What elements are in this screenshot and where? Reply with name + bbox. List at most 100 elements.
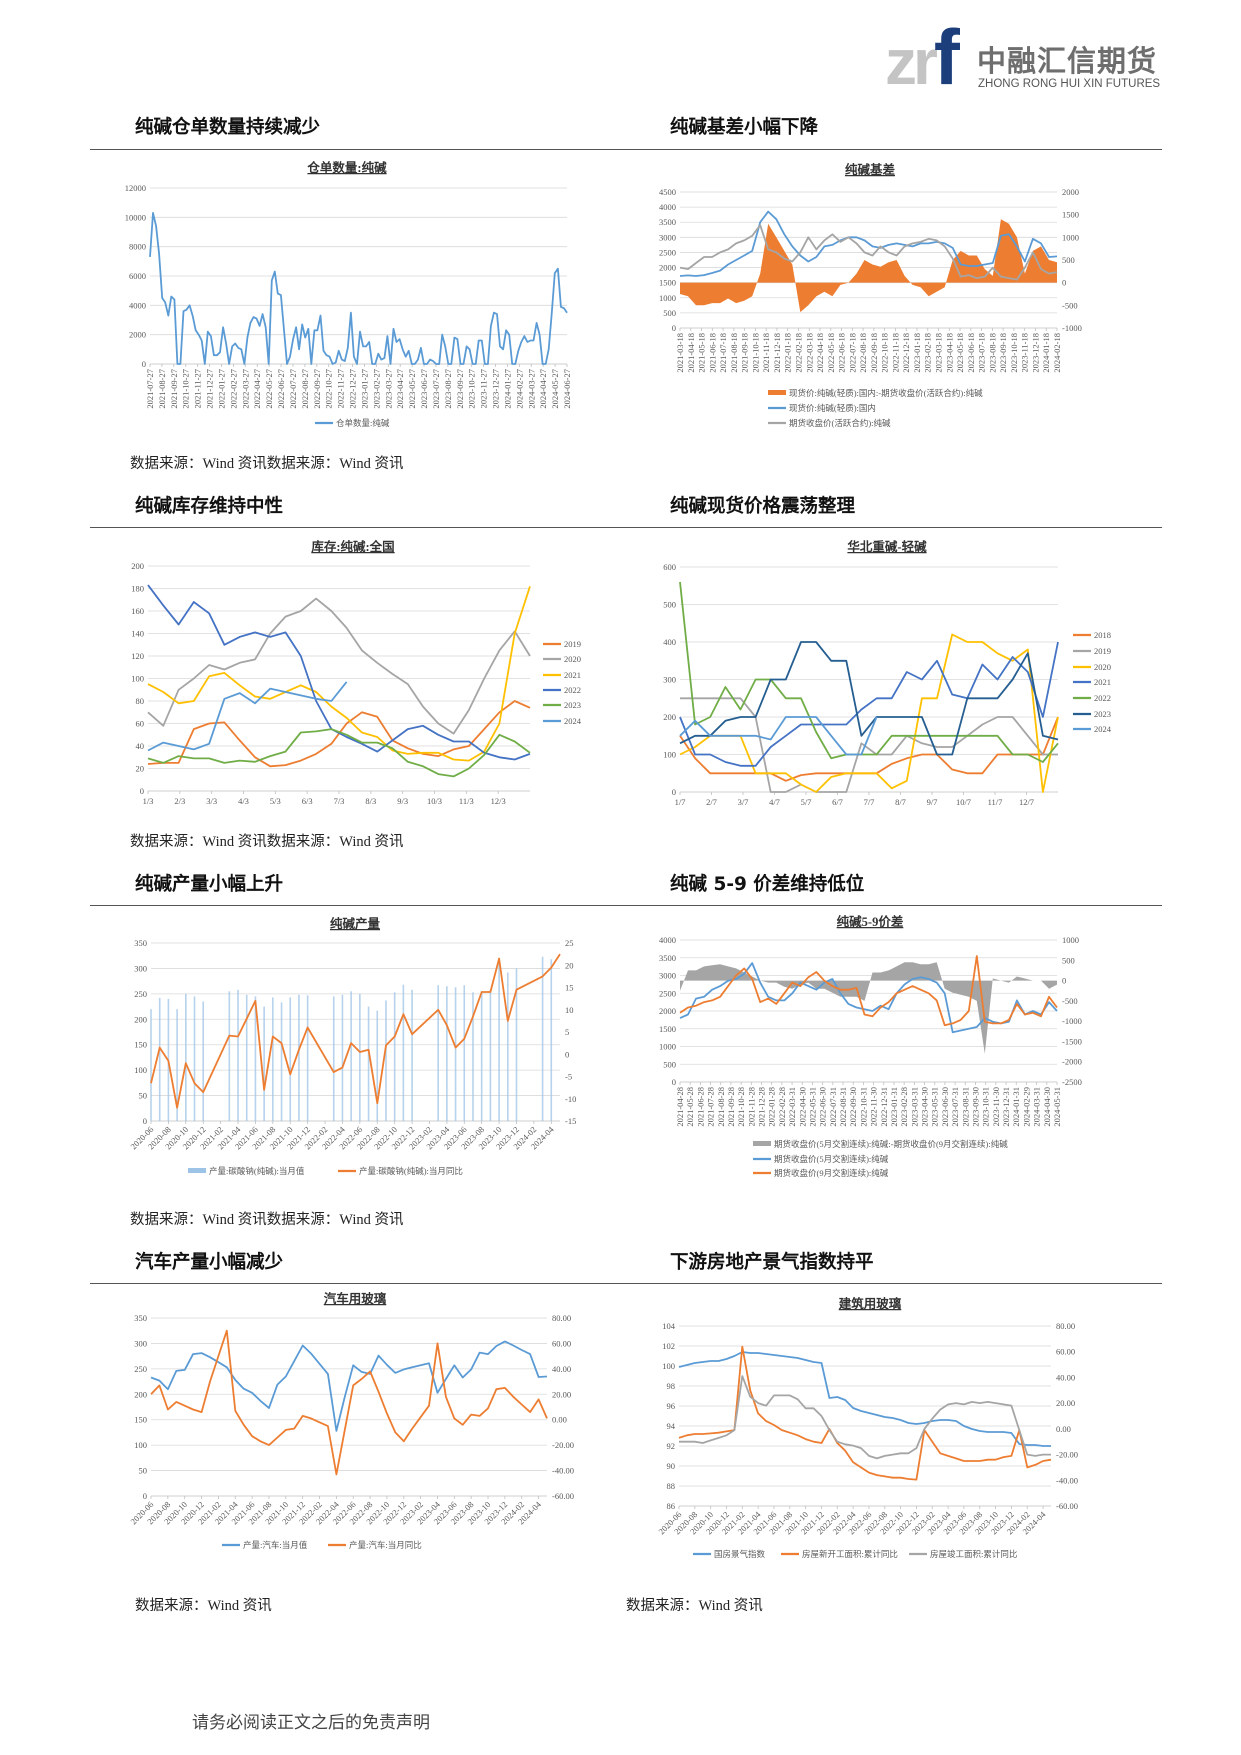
y-axis-tick-label: 12000 xyxy=(125,183,146,193)
y-axis-tick-label: 3000 xyxy=(659,232,676,242)
x-axis-tick-label: 2022-10-18 xyxy=(880,333,890,373)
x-axis-tick-label: 2021-10-18 xyxy=(750,333,760,373)
x-axis-tick-label: 2021-09-18 xyxy=(740,333,750,373)
section-title-warehouse-receipts: 纯碱仓单数量持续减少 xyxy=(135,117,321,138)
y-axis-tick-label: 50 xyxy=(139,1466,148,1476)
logo-mark: zrf xyxy=(885,13,960,101)
line-series xyxy=(679,581,1059,763)
x-axis-tick-label: 2022-04-27 xyxy=(252,369,262,409)
legend-item: 产量:碳酸钠(纯碱):当月同比 xyxy=(338,1166,463,1176)
x-axis-tick-label: 2022-08-18 xyxy=(858,333,868,373)
x-axis-tick-label: 2023-01-18 xyxy=(912,333,922,373)
chart-warehouse-receipts: 仓单数量:纯碱 0 2000 4000 6000 8000 10000 12000 2021-0… xyxy=(125,160,572,428)
section-title-real-estate: 下游房地产景气指数持平 xyxy=(670,1252,874,1273)
x-axis-tick-label: 2022-02-18 xyxy=(793,333,803,373)
legend-label: 房屋竣工面积:累计同比 xyxy=(930,1549,1017,1559)
y-axis-tick-label: 2000 xyxy=(659,1006,676,1016)
bar xyxy=(367,1006,370,1121)
data-source-note: 数据来源：Wind 资讯数据来源：Wind 资讯 xyxy=(130,456,404,472)
y-axis-tick-label: 50 xyxy=(139,1091,148,1101)
y2-axis-tick-label: 80.00 xyxy=(552,1313,571,1323)
x-axis-tick-label: 2022-12-31 xyxy=(879,1087,889,1127)
y-axis-tick-label: 96 xyxy=(667,1401,676,1411)
x-axis-tick-label: 2023-04-18 xyxy=(944,333,954,373)
x-axis-tick-label: 2022-07-18 xyxy=(847,333,857,373)
legend-item: 现货价:纯碱(轻质):国内 xyxy=(768,403,876,413)
y2-axis-tick-label: -15 xyxy=(565,1116,576,1126)
legend-label: 房屋新开工面积:累计同比 xyxy=(802,1549,898,1559)
legend-item: 2019 xyxy=(543,639,581,649)
bar xyxy=(385,1000,387,1121)
x-axis-tick-label: 6/7 xyxy=(832,797,843,807)
legend-label: 2023 xyxy=(564,700,581,710)
legend-label: 2019 xyxy=(1094,646,1111,656)
x-axis-tick-label: 2022-02-27 xyxy=(228,369,238,409)
x-axis-tick-label: 10/3 xyxy=(427,796,442,806)
y-axis-tick-label: 4000 xyxy=(659,935,676,945)
legend-label: 现货价:纯碱(轻质):国内 xyxy=(789,403,876,413)
y2-axis-tick-label: 10 xyxy=(565,1005,574,1015)
chart-title: 建筑用玻璃 xyxy=(839,1296,902,1311)
x-axis-tick-label: 2021-12-18 xyxy=(772,333,782,373)
y-axis-tick-label: 60 xyxy=(136,719,145,729)
y-axis-tick-label: 250 xyxy=(134,1364,147,1374)
bar xyxy=(359,993,361,1121)
legend-label: 国房景气指数 xyxy=(714,1549,766,1559)
x-axis-tick-label: 2022-07-31 xyxy=(828,1087,838,1127)
y-axis-tick-label: 102 xyxy=(662,1341,675,1351)
legend-item: 2024 xyxy=(1073,724,1112,734)
x-axis-tick-label: 2021-06-28 xyxy=(695,1087,705,1127)
legend-label: 2021 xyxy=(564,670,581,680)
y-axis-tick-label: 100 xyxy=(131,674,144,684)
y-axis-tick-label: 3500 xyxy=(659,217,676,227)
y2-axis-tick-label: -1500 xyxy=(1062,1036,1082,1046)
bar xyxy=(350,991,352,1121)
x-axis-tick-label: 2021-07-27 xyxy=(145,369,155,409)
x-axis-tick-label: 2021-04-18 xyxy=(686,333,696,373)
x-axis-tick-label: 2022-09-27 xyxy=(312,369,322,409)
x-axis-tick-label: 2021-04-28 xyxy=(675,1087,685,1127)
x-axis-tick-label: 2023-10-31 xyxy=(981,1087,991,1127)
x-axis-tick-label: 2024-04-27 xyxy=(538,369,548,409)
x-axis-tick-label: 2023-06-30 xyxy=(940,1087,950,1127)
x-axis-tick-label: 2021-11-28 xyxy=(746,1087,756,1126)
x-axis-tick-label: 2023-07-18 xyxy=(977,333,987,373)
x-axis-tick-label: 2022-03-18 xyxy=(804,333,814,373)
x-axis-tick-label: 2023-12-27 xyxy=(491,369,501,409)
y2-axis-tick-label: 0.00 xyxy=(552,1415,567,1425)
section-divider xyxy=(90,149,1162,150)
bar xyxy=(202,1001,205,1121)
x-axis-tick-label: 2023-05-18 xyxy=(955,333,965,373)
x-axis-tick-label: 2023-07-31 xyxy=(950,1087,960,1127)
x-axis-tick-label: 2024-02-18 xyxy=(1052,333,1062,373)
logo-english-name: ZHONG RONG HUI XIN FUTURES xyxy=(978,78,1161,90)
x-axis-tick-label: 2023-09-18 xyxy=(998,333,1008,373)
y2-axis-tick-label: 60.00 xyxy=(1056,1347,1075,1357)
x-axis-tick-label: 2022-02-28 xyxy=(777,1087,787,1127)
chart-title: 库存:纯碱:全国 xyxy=(311,539,394,554)
chart-title: 仓单数量:纯碱 xyxy=(306,160,387,175)
x-axis-tick-label: 2023-02-27 xyxy=(371,369,381,409)
x-axis-tick-label: 2024-05-27 xyxy=(550,369,560,409)
bar xyxy=(550,959,553,1121)
y-axis-tick-label: 200 xyxy=(131,561,144,571)
legend-label: 2022 xyxy=(564,685,581,695)
section-divider xyxy=(90,527,1162,528)
line-series xyxy=(679,962,1058,1034)
bar-series xyxy=(150,956,553,1121)
x-axis-tick-label: 9/7 xyxy=(927,797,938,807)
x-axis-tick-label: 2023-02-28 xyxy=(899,1087,909,1127)
bar xyxy=(437,985,439,1121)
x-axis-tick-label: 2023-05-27 xyxy=(407,369,417,409)
y-axis-tick-label: 0 xyxy=(142,359,146,369)
y2-axis-tick-label: 20.00 xyxy=(552,1389,571,1399)
legend-item: 2021 xyxy=(1073,677,1111,687)
bar xyxy=(454,987,457,1121)
x-axis-tick-label: 4/3 xyxy=(238,796,249,806)
y2-axis-tick-label: 1500 xyxy=(1062,210,1079,220)
bar xyxy=(254,996,257,1121)
legend-item: 2018 xyxy=(1073,630,1111,640)
bar xyxy=(150,1009,152,1121)
x-axis-tick-label: 2023-03-18 xyxy=(934,333,944,373)
y-axis-tick-label: 150 xyxy=(134,1415,147,1425)
